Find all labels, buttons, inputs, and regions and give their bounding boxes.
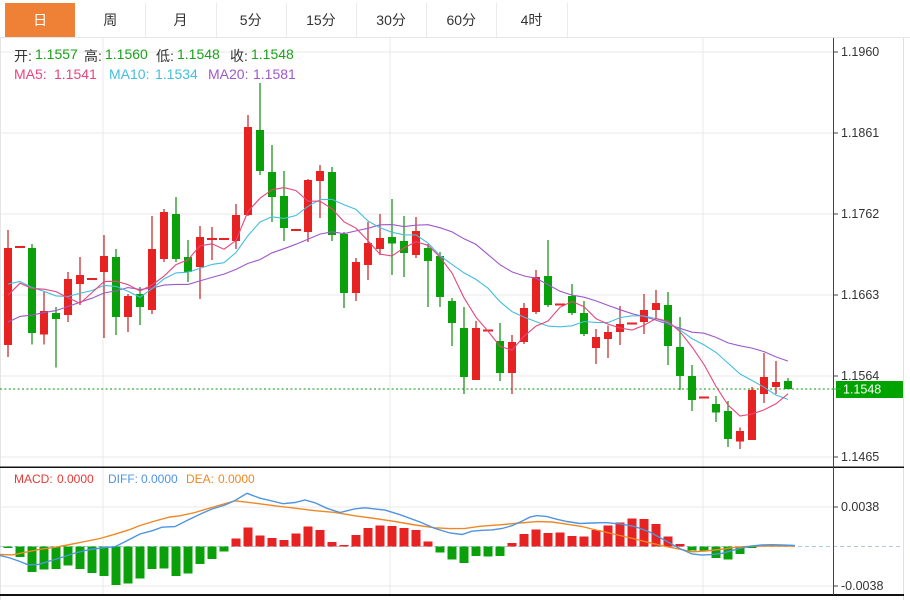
svg-text:1.1564: 1.1564 <box>841 369 879 383</box>
svg-text:1.1465: 1.1465 <box>841 450 879 464</box>
svg-text:-0.0038: -0.0038 <box>841 579 883 593</box>
svg-text:1.1960: 1.1960 <box>841 45 879 59</box>
svg-text:1.1548: 1.1548 <box>843 383 881 397</box>
svg-text:1.1861: 1.1861 <box>841 126 879 140</box>
svg-text:1.1663: 1.1663 <box>841 288 879 302</box>
svg-text:1.1762: 1.1762 <box>841 207 879 221</box>
svg-text:0.0038: 0.0038 <box>841 500 879 514</box>
